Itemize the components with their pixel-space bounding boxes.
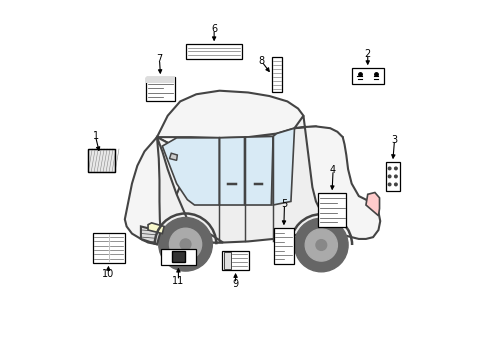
Polygon shape (141, 226, 160, 244)
Polygon shape (124, 137, 190, 244)
Text: 8: 8 (258, 57, 264, 66)
Polygon shape (157, 126, 344, 243)
FancyBboxPatch shape (186, 44, 242, 59)
Circle shape (394, 175, 396, 178)
Circle shape (169, 228, 201, 260)
FancyBboxPatch shape (273, 228, 293, 264)
FancyBboxPatch shape (351, 68, 383, 85)
Polygon shape (157, 91, 303, 138)
Circle shape (394, 167, 396, 170)
FancyBboxPatch shape (385, 162, 399, 191)
Text: 11: 11 (172, 276, 184, 286)
Text: 10: 10 (102, 269, 114, 279)
Polygon shape (365, 193, 379, 216)
Polygon shape (169, 153, 177, 160)
Circle shape (387, 183, 390, 186)
FancyBboxPatch shape (172, 251, 184, 262)
FancyBboxPatch shape (222, 251, 248, 270)
Text: 7: 7 (156, 54, 163, 64)
Bar (146, 77, 175, 83)
FancyBboxPatch shape (160, 249, 196, 265)
Text: 3: 3 (391, 135, 397, 145)
Circle shape (387, 167, 390, 170)
Polygon shape (219, 137, 244, 205)
Circle shape (294, 218, 347, 272)
Circle shape (180, 239, 190, 249)
Polygon shape (244, 136, 272, 205)
Circle shape (315, 240, 326, 250)
FancyBboxPatch shape (88, 149, 115, 172)
Text: 5: 5 (281, 199, 287, 209)
Polygon shape (148, 223, 164, 234)
Text: 9: 9 (232, 279, 238, 289)
Polygon shape (294, 116, 380, 239)
Circle shape (305, 229, 337, 261)
FancyBboxPatch shape (271, 57, 281, 93)
Text: 6: 6 (211, 24, 217, 34)
Text: 4: 4 (329, 165, 335, 175)
Polygon shape (157, 137, 223, 243)
Circle shape (159, 217, 212, 271)
Polygon shape (162, 138, 219, 205)
Bar (223, 252, 231, 269)
Polygon shape (272, 128, 294, 205)
Circle shape (394, 183, 396, 186)
FancyBboxPatch shape (146, 77, 175, 100)
FancyBboxPatch shape (317, 193, 346, 227)
Text: 1: 1 (92, 131, 99, 141)
Circle shape (387, 175, 390, 178)
FancyBboxPatch shape (93, 233, 124, 263)
Text: 2: 2 (364, 49, 370, 59)
